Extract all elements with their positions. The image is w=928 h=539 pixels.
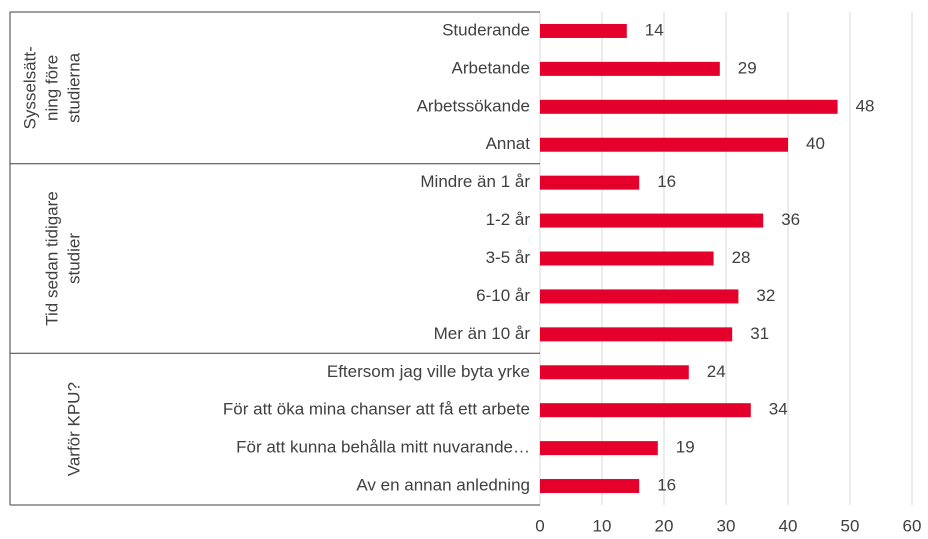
category-label: Av en annan anledning [356, 476, 530, 495]
category-label: Eftersom jag ville byta yrke [327, 362, 530, 381]
category-label: Studerande [442, 20, 530, 39]
bar [540, 175, 640, 190]
x-tick-label: 10 [593, 516, 612, 535]
category-label: Annat [486, 134, 531, 153]
data-label: 24 [707, 362, 726, 381]
category-label: Mindre än 1 år [420, 172, 530, 191]
group-label: Sysselsätt- [20, 46, 39, 129]
category-label: 6-10 år [476, 286, 530, 305]
data-label: 19 [676, 438, 695, 457]
x-tick-label: 0 [535, 516, 544, 535]
bar [540, 365, 689, 380]
data-label: 14 [645, 20, 664, 39]
data-label: 16 [657, 476, 676, 495]
data-label: 31 [750, 324, 769, 343]
x-tick-label: 20 [655, 516, 674, 535]
x-tick-label: 50 [841, 516, 860, 535]
bar [540, 213, 764, 228]
x-tick-label: 40 [779, 516, 798, 535]
bar [540, 61, 720, 76]
group-label: studier [64, 233, 83, 284]
data-label: 48 [856, 96, 875, 115]
data-label: 36 [781, 210, 800, 229]
group-label: ning före [42, 55, 61, 121]
bar [540, 23, 627, 38]
group-label: Varför KPU? [64, 382, 83, 476]
category-label: Mer än 10 år [434, 324, 531, 343]
category-label: Arbetande [452, 58, 530, 77]
category-label: För att kunna behålla mitt nuvarande… [236, 438, 530, 457]
data-label: 40 [806, 134, 825, 153]
category-label: För att öka mina chanser att få ett arbe… [223, 400, 530, 419]
bar [540, 403, 751, 418]
data-label: 32 [756, 286, 775, 305]
bar [540, 479, 640, 494]
category-label: 1-2 år [486, 210, 531, 229]
data-label: 16 [657, 172, 676, 191]
bar [540, 441, 658, 456]
x-tick-label: 30 [717, 516, 736, 535]
data-label: 28 [732, 248, 751, 267]
data-label: 34 [769, 400, 788, 419]
bar [540, 289, 739, 304]
bar [540, 251, 714, 266]
bar [540, 137, 788, 152]
group-label: Tid sedan tidigare [42, 191, 61, 326]
category-label: Arbetssökande [417, 96, 530, 115]
bar [540, 327, 733, 342]
group-label: studierna [64, 52, 83, 122]
data-label: 29 [738, 58, 757, 77]
category-label: 3-5 år [486, 248, 531, 267]
x-tick-label: 60 [903, 516, 922, 535]
bar [540, 99, 838, 114]
